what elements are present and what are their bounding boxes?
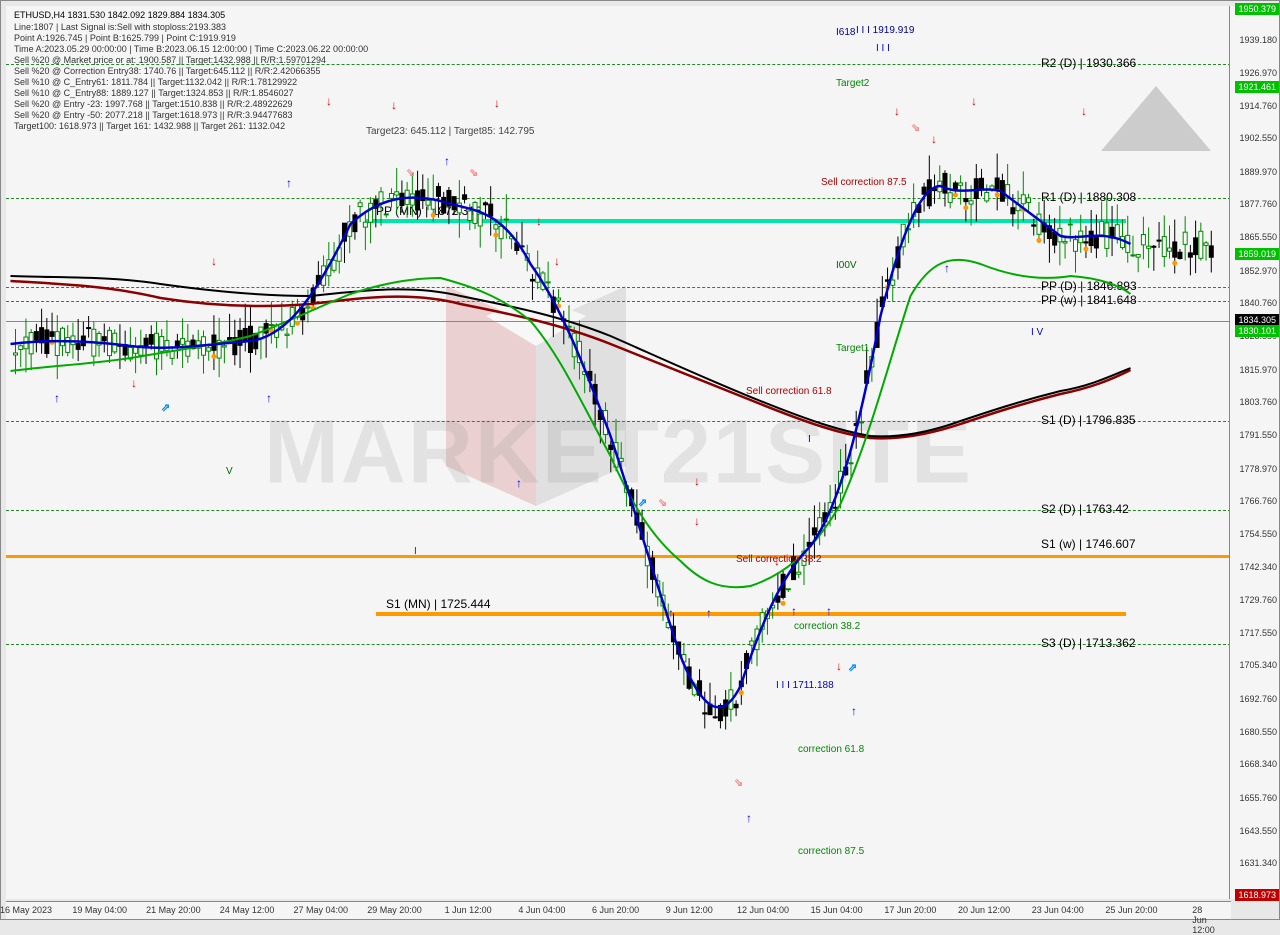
chart-area[interactable]: MARKET21SITE ETHUSD,H4 1831.530 1842.092… — [6, 6, 1231, 899]
y-axis: 1939.1801926.9701914.7601902.5501889.970… — [1229, 6, 1279, 899]
info-line: Point A:1926.745 | Point B:1625.799 | Po… — [14, 33, 236, 43]
info-line: Sell %10 @ C_Entry88: 1889.127 || Target… — [14, 88, 294, 98]
info-line: Time A:2023.05.29 00:00:00 | Time B:2023… — [14, 44, 368, 54]
moving-averages — [6, 6, 1231, 899]
chart-container: MARKET21SITE ETHUSD,H4 1831.530 1842.092… — [0, 0, 1280, 920]
watermark-text: MARKET21SITE — [264, 401, 973, 504]
info-line: Line:1807 | Last Signal is:Sell with sto… — [14, 22, 226, 32]
gray-triangle-icon — [1101, 86, 1211, 151]
info-line: Sell %10 @ C_Entry61: 1811.784 || Target… — [14, 77, 297, 87]
candlestick-series — [6, 6, 1231, 899]
x-axis: 16 May 202319 May 04:0021 May 20:0024 Ma… — [6, 901, 1231, 919]
symbol-text: ETHUSD,H4 1831.530 1842.092 1829.884 183… — [14, 10, 225, 20]
info-line: Sell %20 @ Correction Entry38: 1740.76 |… — [14, 66, 320, 76]
info-line: Target100: 1618.973 || Target 161: 1432.… — [14, 121, 285, 131]
info-line: Sell %20 @ Entry -50: 2077.218 || Target… — [14, 110, 293, 120]
watermark-logo-icon — [446, 286, 626, 506]
info-line: Sell %20 @ Entry -23: 1997.768 || Target… — [14, 99, 293, 109]
